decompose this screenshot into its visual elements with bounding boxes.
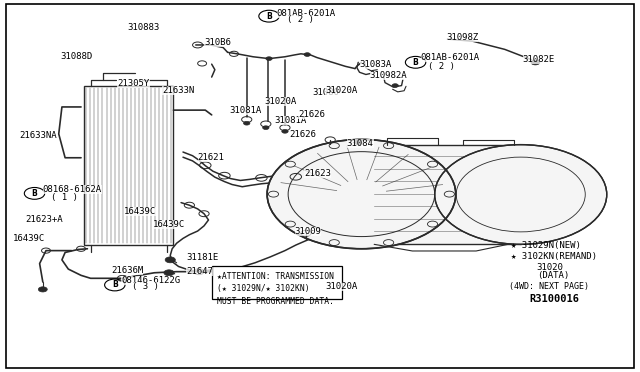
Text: 08146-6122G: 08146-6122G [121, 276, 180, 285]
Circle shape [262, 126, 269, 129]
Text: 31082E: 31082E [523, 55, 555, 64]
Bar [84, 86, 173, 245]
Text: 310883: 310883 [127, 23, 160, 32]
Text: ( 1 ): ( 1 ) [51, 193, 78, 202]
Text: 21623: 21623 [304, 169, 331, 177]
Text: ★ATTENTION: TRANSMISSION
(★ 31029N/★ 3102KN)
MUST BE PROGRAMMED DATA.: ★ATTENTION: TRANSMISSION (★ 31029N/★ 310… [217, 272, 334, 306]
Text: ( 3 ): ( 3 ) [132, 282, 159, 291]
Text: 16439C: 16439C [13, 234, 45, 243]
Text: 31009: 31009 [294, 227, 321, 235]
Text: 16439C: 16439C [124, 206, 156, 216]
Text: 310B6: 310B6 [204, 38, 231, 47]
Bar [212, 266, 342, 299]
Circle shape [38, 287, 47, 292]
Text: 21633N: 21633N [162, 86, 194, 94]
Text: ( 2 ): ( 2 ) [428, 61, 455, 71]
Text: 31098Z: 31098Z [446, 33, 479, 42]
Text: 08168-6162A: 08168-6162A [43, 185, 102, 194]
Text: 21626: 21626 [289, 130, 316, 139]
Text: B: B [31, 189, 37, 198]
Text: B: B [266, 12, 272, 21]
Text: B: B [413, 58, 419, 67]
Text: 31020A: 31020A [325, 86, 357, 95]
Text: R3100016: R3100016 [529, 294, 579, 304]
Text: 310982A: 310982A [370, 71, 407, 80]
Circle shape [435, 145, 607, 244]
Circle shape [164, 270, 174, 276]
Circle shape [531, 60, 540, 65]
Circle shape [282, 129, 288, 133]
Text: 21623+A: 21623+A [26, 215, 63, 224]
Text: (4WD: NEXT PAGE): (4WD: NEXT PAGE) [509, 282, 589, 291]
Text: 21647: 21647 [186, 267, 213, 276]
Text: ( 2 ): ( 2 ) [287, 15, 314, 24]
Text: 31088D: 31088D [60, 52, 92, 61]
Text: 31020A: 31020A [325, 282, 357, 291]
Text: 31080: 31080 [312, 89, 339, 97]
Text: 16439C: 16439C [153, 220, 186, 229]
Circle shape [355, 140, 362, 145]
Text: ★ 31029N(NEW): ★ 31029N(NEW) [511, 241, 581, 250]
Text: 31084: 31084 [347, 139, 374, 148]
Circle shape [244, 121, 250, 125]
Text: 21626: 21626 [298, 109, 325, 119]
Text: 31020A: 31020A [264, 97, 296, 106]
Circle shape [165, 257, 175, 263]
Text: 31081A: 31081A [230, 106, 262, 115]
Bar [362, 145, 521, 244]
Circle shape [266, 57, 272, 61]
Text: ★ 3102KN(REMAND): ★ 3102KN(REMAND) [511, 251, 597, 261]
Text: 21621: 21621 [198, 153, 225, 162]
Text: 081AB-6201A: 081AB-6201A [420, 53, 480, 62]
Text: 21633NA: 21633NA [19, 131, 57, 140]
Text: 21636M: 21636M [111, 266, 143, 275]
Text: 21305Y: 21305Y [117, 79, 150, 88]
Text: 081AB-6201A: 081AB-6201A [276, 9, 336, 18]
Text: 31020: 31020 [537, 263, 564, 272]
Text: (DATA): (DATA) [537, 271, 569, 280]
Text: 31081A: 31081A [274, 116, 307, 125]
Circle shape [304, 53, 310, 57]
Text: B: B [112, 280, 118, 289]
Text: 31083A: 31083A [360, 60, 392, 70]
Circle shape [392, 84, 398, 87]
Circle shape [267, 140, 456, 249]
Text: 31181E: 31181E [186, 253, 218, 263]
